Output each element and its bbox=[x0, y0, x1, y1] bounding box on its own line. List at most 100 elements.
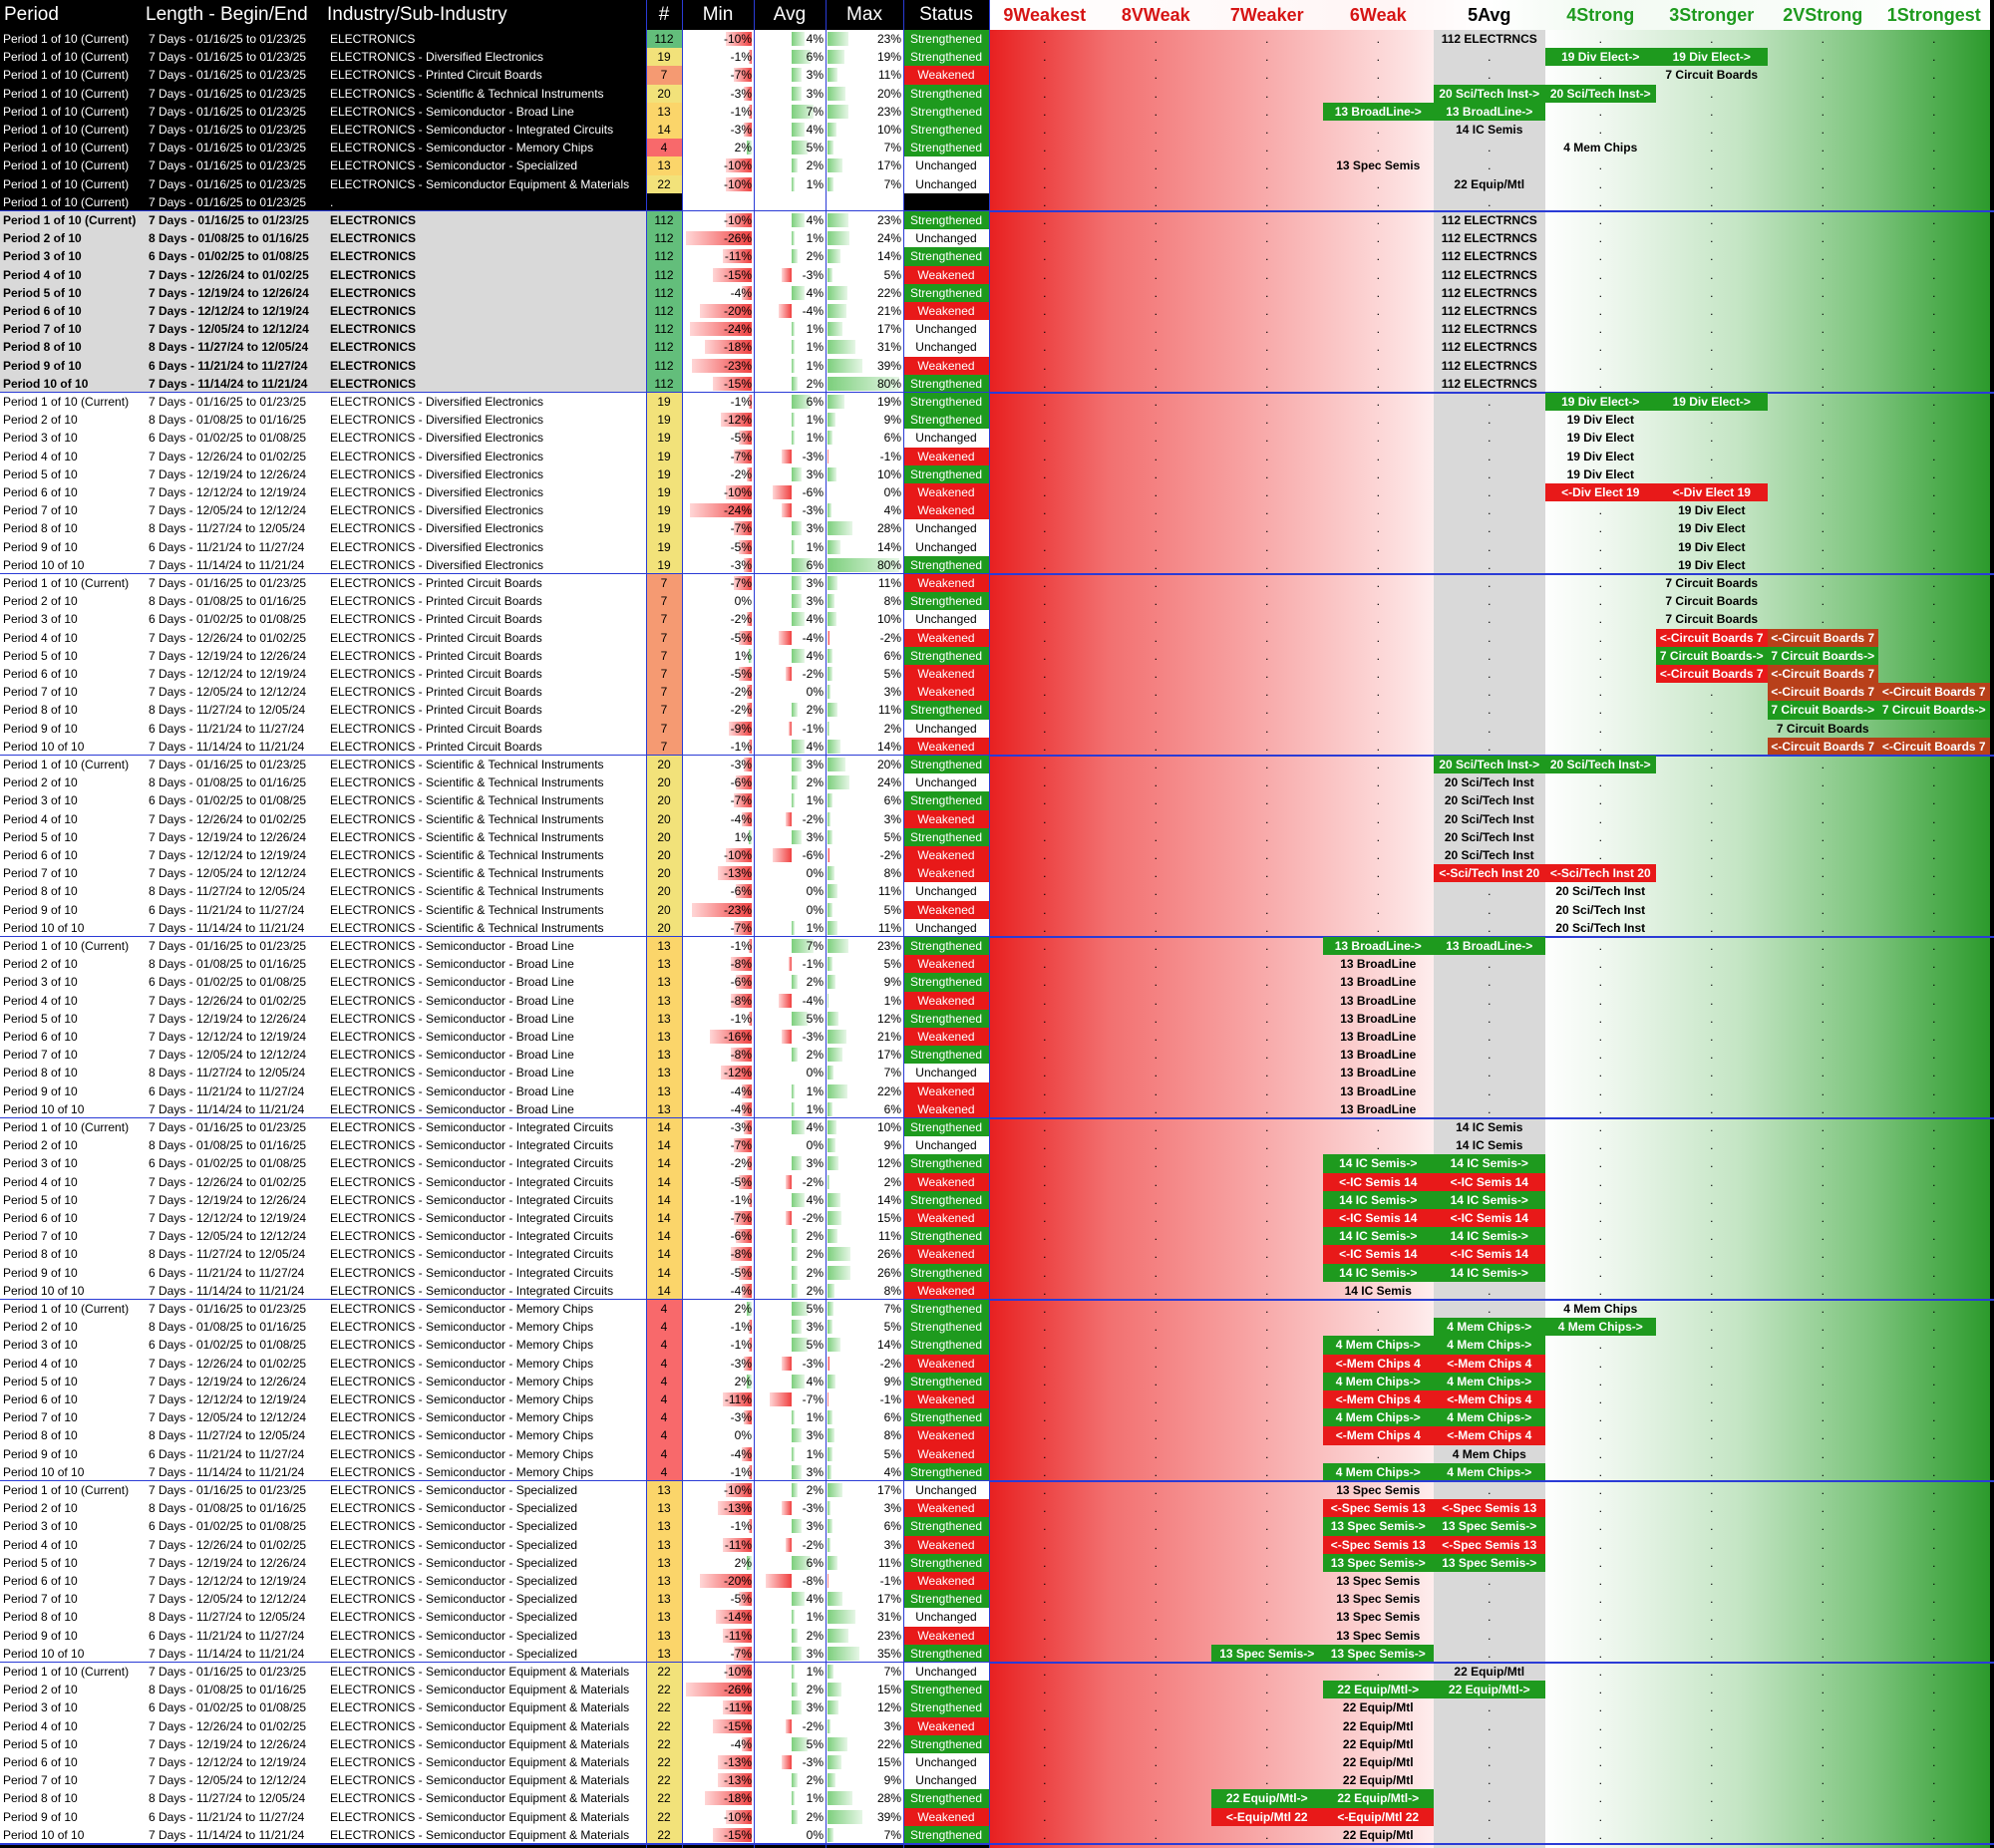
table-row[interactable]: Period 2 of 10 8 Days - 01/08/25 to 01/16… bbox=[0, 411, 1994, 430]
position-marker[interactable]: 13 BroadLine bbox=[1340, 1101, 1417, 1116]
table-row[interactable]: Period 3 of 10 6 Days - 01/02/25 to 01/08… bbox=[0, 1517, 1994, 1536]
position-marker[interactable]: 112 ELECTRNCS bbox=[1441, 340, 1537, 355]
table-row[interactable]: Period 6 of 10 7 Days - 12/12/24 to 12/19… bbox=[0, 1753, 1994, 1772]
table-row[interactable]: Period 4 of 10 7 Days - 12/26/24 to 01/02… bbox=[0, 447, 1994, 465]
position-marker[interactable]: 13 Spec Semis bbox=[1336, 1592, 1421, 1607]
position-marker[interactable]: 4 Mem Chips-> bbox=[1434, 1318, 1545, 1337]
table-row[interactable]: Period 7 of 10 7 Days - 12/05/24 to 12/12… bbox=[0, 1771, 1994, 1790]
table-row[interactable]: Period 3 of 10 6 Days - 01/02/25 to 01/08… bbox=[0, 791, 1994, 810]
table-row[interactable]: Period 10 of 10 7 Days - 11/14/24 to 11/2… bbox=[0, 1644, 1994, 1663]
header-period[interactable]: Period bbox=[4, 4, 59, 25]
table-row[interactable]: Period 7 of 10 7 Days - 12/05/24 to 12/12… bbox=[0, 683, 1994, 702]
table-row[interactable]: Period 8 of 10 8 Days - 11/27/24 to 12/05… bbox=[0, 882, 1994, 901]
position-marker[interactable]: 4 Mem Chips-> bbox=[1434, 1462, 1545, 1481]
table-row[interactable]: Period 7 of 10 7 Days - 12/05/24 to 12/12… bbox=[0, 320, 1994, 339]
position-marker[interactable]: <-Spec Semis 13 bbox=[1322, 1535, 1434, 1554]
position-marker[interactable]: 20 Sci/Tech Inst bbox=[1444, 811, 1534, 826]
position-marker[interactable]: 13 Spec Semis bbox=[1336, 1483, 1421, 1497]
position-marker[interactable]: 13 Spec Semis bbox=[1336, 1610, 1421, 1625]
table-row[interactable]: Period 1 of 10 (Current) 7 Days - 01/16/2… bbox=[0, 139, 1994, 157]
position-marker[interactable]: <-Div Elect 19 bbox=[1656, 483, 1768, 502]
position-marker[interactable]: 22 Equip/Mtl bbox=[1454, 176, 1525, 191]
table-row[interactable]: Period 5 of 10 7 Days - 12/19/24 to 12/26… bbox=[0, 646, 1994, 665]
position-marker[interactable]: <-Circuit Boards 7 bbox=[1767, 683, 1878, 702]
position-marker[interactable]: <-Mem Chips 4 bbox=[1434, 1390, 1545, 1409]
header-zone-4strong[interactable]: 4Strong bbox=[1566, 5, 1635, 25]
position-marker[interactable]: 22 Equip/Mtl bbox=[1342, 1736, 1414, 1751]
table-row[interactable]: Period 3 of 10 6 Days - 01/02/25 to 01/08… bbox=[0, 610, 1994, 629]
header-max[interactable]: Max bbox=[846, 4, 882, 25]
table-row[interactable]: Period 6 of 10 7 Days - 12/12/24 to 12/19… bbox=[0, 1390, 1994, 1409]
table-row[interactable]: Period 9 of 10 6 Days - 11/21/24 to 11/27… bbox=[0, 1081, 1994, 1100]
position-marker[interactable]: 13 Spec Semis-> bbox=[1434, 1517, 1545, 1536]
position-marker[interactable]: 14 IC Semis bbox=[1344, 1283, 1412, 1298]
table-row[interactable]: Period 1 of 10 (Current) 7 Days - 01/16/2… bbox=[0, 756, 1994, 774]
header-status[interactable]: Status bbox=[919, 4, 973, 25]
table-row[interactable]: Period 6 of 10 7 Days - 12/12/24 to 12/19… bbox=[0, 483, 1994, 502]
table-row[interactable]: Period 7 of 10 7 Days - 12/05/24 to 12/12… bbox=[0, 1046, 1994, 1065]
table-row[interactable]: Period 4 of 10 7 Days - 12/26/24 to 01/02… bbox=[0, 1535, 1994, 1554]
table-row[interactable]: Period 9 of 10 6 Days - 11/21/24 to 11/27… bbox=[0, 537, 1994, 556]
position-marker[interactable]: 14 IC Semis bbox=[1456, 123, 1523, 137]
position-marker[interactable]: 22 Equip/Mtl-> bbox=[1211, 1789, 1323, 1808]
position-marker[interactable]: 22 Equip/Mtl-> bbox=[1322, 1681, 1434, 1699]
position-marker[interactable]: 22 Equip/Mtl-> bbox=[1322, 1789, 1434, 1808]
position-marker[interactable]: 20 Sci/Tech Inst bbox=[1444, 848, 1534, 862]
table-row[interactable]: Period 6 of 10 7 Days - 12/12/24 to 12/19… bbox=[0, 665, 1994, 684]
position-marker[interactable]: 4 Mem Chips-> bbox=[1434, 1408, 1545, 1427]
position-marker[interactable]: 13 Spec Semis-> bbox=[1322, 1517, 1434, 1536]
position-marker[interactable]: 112 ELECTRNCS bbox=[1441, 358, 1537, 373]
table-row[interactable]: Period 10 of 10 7 Days - 11/14/24 to 11/2… bbox=[0, 1825, 1994, 1844]
table-row[interactable]: Period 1 of 10 (Current) 7 Days - 01/16/2… bbox=[0, 192, 1994, 211]
table-row[interactable]: Period 8 of 10 8 Days - 11/27/24 to 12/05… bbox=[0, 1608, 1994, 1627]
position-marker[interactable]: 19 Div Elect-> bbox=[1656, 48, 1768, 67]
table-row[interactable]: Period 10 of 10 7 Days - 11/14/24 to 11/2… bbox=[0, 1281, 1994, 1300]
position-marker[interactable]: <-Circuit Boards 7 bbox=[1656, 665, 1768, 684]
position-marker[interactable]: 22 Equip/Mtl bbox=[1342, 1827, 1414, 1842]
table-row[interactable]: Period 2 of 10 8 Days - 01/08/25 to 01/16… bbox=[0, 1499, 1994, 1518]
position-marker[interactable]: 13 BroadLine bbox=[1340, 1048, 1417, 1063]
position-marker[interactable]: 7 Circuit Boards-> bbox=[1878, 701, 1990, 720]
position-marker[interactable]: 19 Div Elect bbox=[1678, 521, 1746, 536]
position-marker[interactable]: <-IC Semis 14 bbox=[1322, 1245, 1434, 1264]
table-row[interactable]: Period 1 of 10 (Current) 7 Days - 01/16/2… bbox=[0, 937, 1994, 956]
position-marker[interactable]: <-Mem Chips 4 bbox=[1434, 1426, 1545, 1445]
table-row[interactable]: Period 9 of 10 6 Days - 11/21/24 to 11/27… bbox=[0, 1626, 1994, 1645]
position-marker[interactable]: 19 Div Elect bbox=[1566, 449, 1634, 463]
position-marker[interactable]: 14 IC Semis-> bbox=[1322, 1227, 1434, 1246]
table-row[interactable]: Period 6 of 10 7 Days - 12/12/24 to 12/19… bbox=[0, 1209, 1994, 1228]
position-marker[interactable]: 4 Mem Chips-> bbox=[1322, 1372, 1434, 1390]
table-row[interactable]: Period 1 of 10 (Current) 7 Days - 01/16/2… bbox=[0, 84, 1994, 103]
position-marker[interactable]: 4 Mem Chips-> bbox=[1322, 1408, 1434, 1427]
table-row[interactable]: Period 2 of 10 8 Days - 01/08/25 to 01/16… bbox=[0, 773, 1994, 792]
position-marker[interactable]: <-IC Semis 14 bbox=[1322, 1172, 1434, 1191]
table-row[interactable]: Period 5 of 10 7 Days - 12/19/24 to 12/26… bbox=[0, 464, 1994, 483]
header-zone-8vweak[interactable]: 8VWeak bbox=[1121, 5, 1190, 25]
position-marker[interactable]: <-Div Elect 19 bbox=[1544, 483, 1656, 502]
table-row[interactable]: Period 5 of 10 7 Days - 12/19/24 to 12/26… bbox=[0, 1372, 1994, 1390]
position-marker[interactable]: 14 IC Semis-> bbox=[1322, 1190, 1434, 1209]
position-marker[interactable]: <-IC Semis 14 bbox=[1434, 1245, 1545, 1264]
position-marker[interactable]: 14 IC Semis bbox=[1456, 1120, 1523, 1134]
position-marker[interactable]: 13 BroadLine bbox=[1340, 957, 1417, 972]
position-marker[interactable]: 22 Equip/Mtl bbox=[1342, 1700, 1414, 1715]
position-marker[interactable]: 20 Sci/Tech Inst-> bbox=[1544, 756, 1656, 774]
position-marker[interactable]: 112 ELECTRNCS bbox=[1441, 376, 1537, 391]
table-row[interactable]: Period 4 of 10 7 Days - 12/26/24 to 01/02… bbox=[0, 1172, 1994, 1191]
table-row[interactable]: Period 5 of 10 7 Days - 12/19/24 to 12/26… bbox=[0, 1190, 1994, 1209]
position-marker[interactable]: <-Mem Chips 4 bbox=[1434, 1354, 1545, 1373]
position-marker[interactable]: 13 Spec Semis-> bbox=[1434, 1553, 1545, 1572]
position-marker[interactable]: 19 Div Elect bbox=[1566, 431, 1634, 446]
table-row[interactable]: Period 7 of 10 7 Days - 12/05/24 to 12/12… bbox=[0, 1227, 1994, 1246]
position-marker[interactable]: <-Mem Chips 4 bbox=[1322, 1426, 1434, 1445]
position-marker[interactable]: 14 IC Semis-> bbox=[1434, 1227, 1545, 1246]
position-marker[interactable]: 4 Mem Chips-> bbox=[1434, 1372, 1545, 1390]
table-row[interactable]: Period 1 of 10 (Current) 7 Days - 01/16/2… bbox=[0, 211, 1994, 230]
position-marker[interactable]: 112 ELECTRNCS bbox=[1441, 322, 1537, 337]
position-marker[interactable]: 19 Div Elect-> bbox=[1544, 393, 1656, 412]
position-marker[interactable]: 19 Div Elect-> bbox=[1656, 393, 1768, 412]
table-row[interactable]: Period 8 of 10 8 Days - 11/27/24 to 12/05… bbox=[0, 1064, 1994, 1082]
table-row[interactable]: Period 8 of 10 8 Days - 11/27/24 to 12/05… bbox=[0, 1426, 1994, 1445]
position-marker[interactable]: <-IC Semis 14 bbox=[1322, 1209, 1434, 1228]
table-row[interactable]: Period 4 of 10 7 Days - 12/26/24 to 01/02… bbox=[0, 1354, 1994, 1373]
